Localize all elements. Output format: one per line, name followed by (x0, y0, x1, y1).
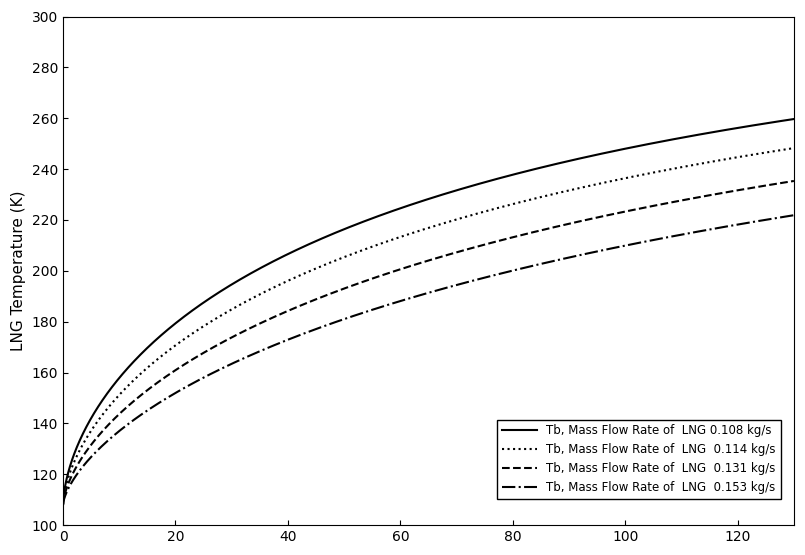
Line: Tb, Mass Flow Rate of  LNG 0.108 kg/s: Tb, Mass Flow Rate of LNG 0.108 kg/s (63, 119, 794, 504)
Tb, Mass Flow Rate of  LNG  0.131 kg/s (789, 178, 799, 184)
Tb, Mass Flow Rate of  LNG 0.108 kg/s (394, 205, 404, 212)
Tb, Mass Flow Rate of  LNG  0.153 kg/s (58, 501, 68, 508)
Y-axis label: LNG Temperature (K): LNG Temperature (K) (11, 190, 26, 351)
Tb, Mass Flow Rate of  LNG  0.114 kg/s (789, 145, 799, 152)
Tb, Mass Flow Rate of  LNG 0.108 kg/s (789, 115, 799, 122)
Line: Tb, Mass Flow Rate of  LNG  0.131 kg/s: Tb, Mass Flow Rate of LNG 0.131 kg/s (63, 181, 794, 504)
Tb, Mass Flow Rate of  LNG  0.153 kg/s (767, 215, 777, 222)
Tb, Mass Flow Rate of  LNG  0.131 kg/s (634, 205, 643, 212)
Tb, Mass Flow Rate of  LNG 0.108 kg/s (58, 501, 68, 508)
Tb, Mass Flow Rate of  LNG 0.108 kg/s (634, 143, 643, 149)
Tb, Mass Flow Rate of  LNG  0.131 kg/s (96, 430, 105, 437)
Tb, Mass Flow Rate of  LNG  0.131 kg/s (768, 181, 778, 188)
Tb, Mass Flow Rate of  LNG  0.114 kg/s (58, 501, 68, 508)
Tb, Mass Flow Rate of  LNG  0.114 kg/s (768, 148, 778, 155)
Tb, Mass Flow Rate of  LNG  0.153 kg/s (634, 240, 643, 246)
Legend: Tb, Mass Flow Rate of  LNG 0.108 kg/s, Tb, Mass Flow Rate of  LNG  0.114 kg/s, T: Tb, Mass Flow Rate of LNG 0.108 kg/s, Tb… (497, 420, 781, 499)
Tb, Mass Flow Rate of  LNG 0.108 kg/s (414, 199, 423, 205)
Tb, Mass Flow Rate of  LNG  0.114 kg/s (767, 148, 777, 155)
Line: Tb, Mass Flow Rate of  LNG  0.153 kg/s: Tb, Mass Flow Rate of LNG 0.153 kg/s (63, 215, 794, 504)
Tb, Mass Flow Rate of  LNG  0.153 kg/s (789, 212, 799, 219)
Tb, Mass Flow Rate of  LNG  0.131 kg/s (394, 266, 404, 273)
Tb, Mass Flow Rate of  LNG  0.114 kg/s (414, 228, 423, 234)
Tb, Mass Flow Rate of  LNG  0.153 kg/s (96, 445, 105, 451)
Tb, Mass Flow Rate of  LNG  0.131 kg/s (58, 501, 68, 508)
Tb, Mass Flow Rate of  LNG  0.131 kg/s (414, 260, 423, 267)
Tb, Mass Flow Rate of  LNG 0.108 kg/s (96, 400, 105, 407)
Tb, Mass Flow Rate of  LNG 0.108 kg/s (768, 119, 778, 125)
Tb, Mass Flow Rate of  LNG  0.114 kg/s (96, 414, 105, 421)
Line: Tb, Mass Flow Rate of  LNG  0.114 kg/s: Tb, Mass Flow Rate of LNG 0.114 kg/s (63, 148, 794, 504)
Tb, Mass Flow Rate of  LNG  0.114 kg/s (634, 172, 643, 179)
Tb, Mass Flow Rate of  LNG  0.153 kg/s (768, 215, 778, 222)
Tb, Mass Flow Rate of  LNG  0.131 kg/s (767, 181, 777, 188)
Tb, Mass Flow Rate of  LNG  0.114 kg/s (394, 234, 404, 241)
Tb, Mass Flow Rate of  LNG  0.153 kg/s (414, 292, 423, 299)
Tb, Mass Flow Rate of  LNG  0.153 kg/s (394, 298, 404, 305)
Tb, Mass Flow Rate of  LNG 0.108 kg/s (767, 119, 777, 125)
